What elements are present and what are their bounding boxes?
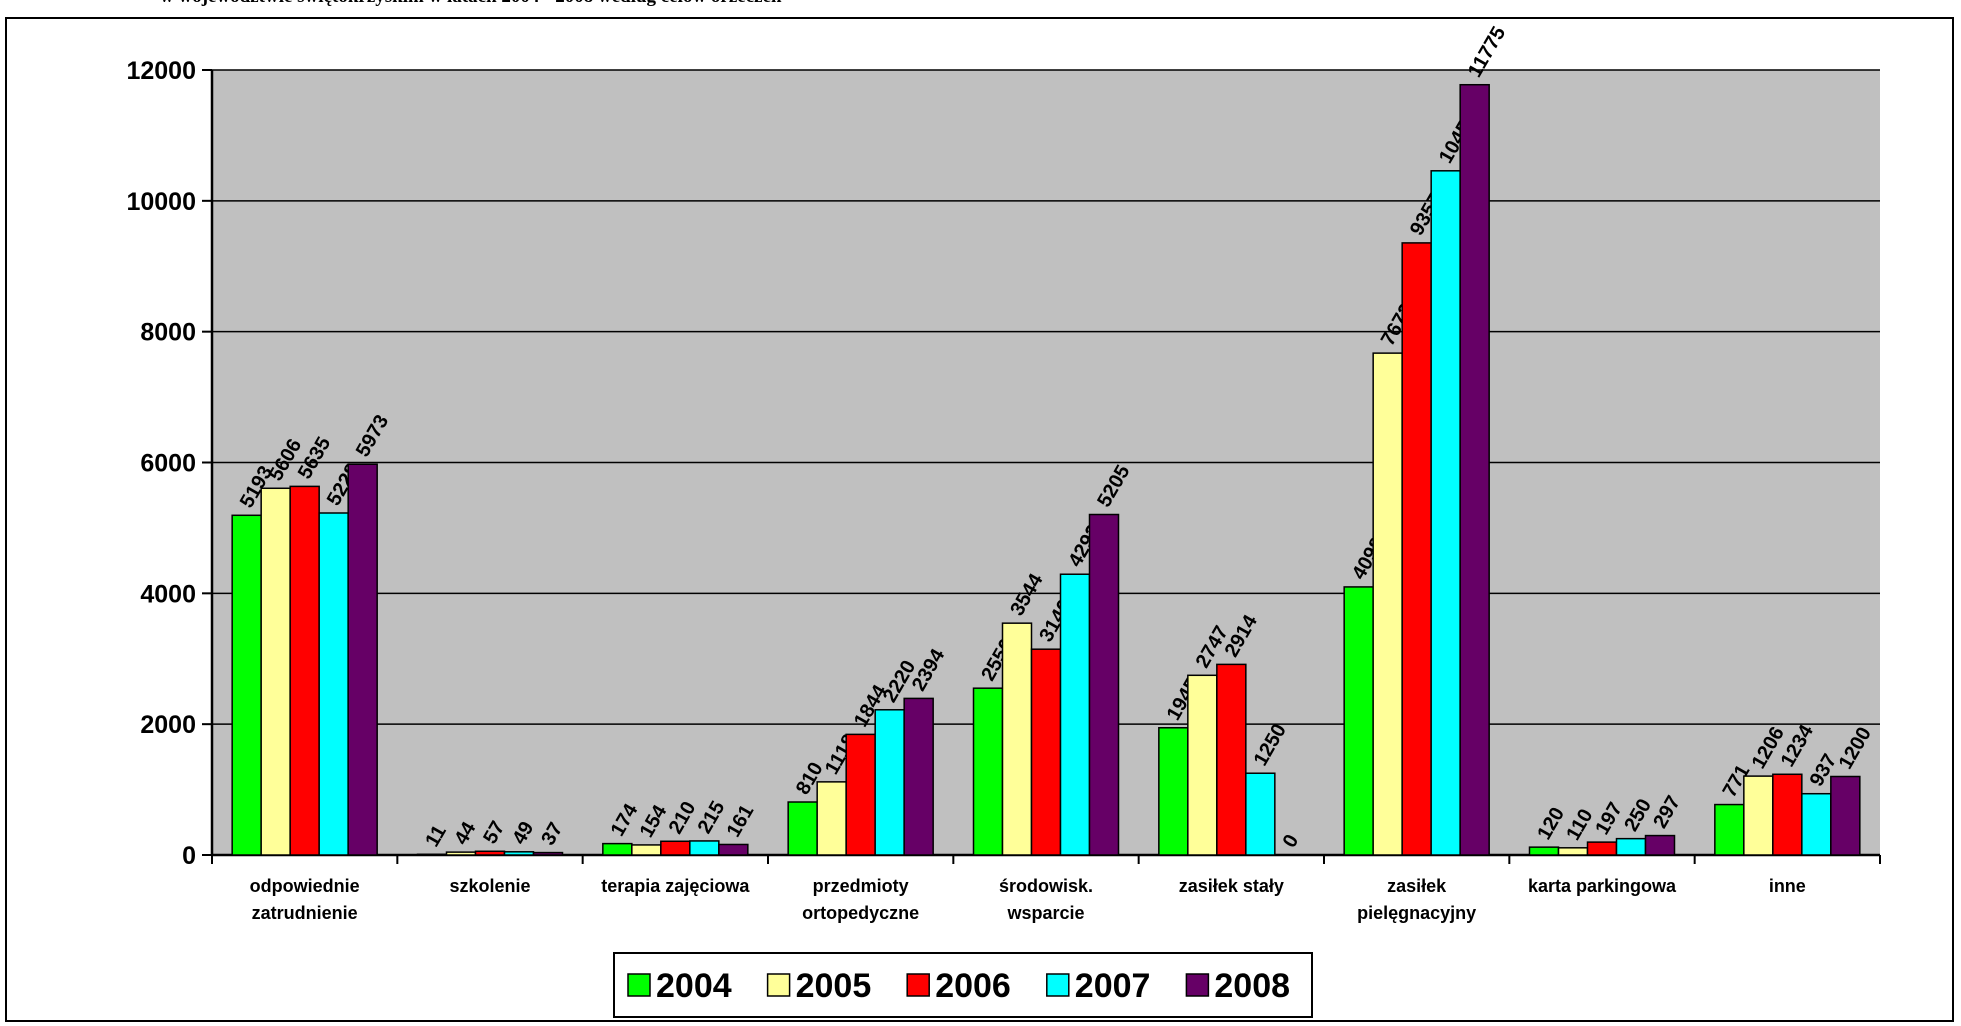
bar: [231, 514, 262, 856]
bar: [1586, 841, 1618, 856]
bar: [532, 851, 564, 856]
bar: [1772, 773, 1803, 856]
category-label: inne: [1769, 876, 1806, 896]
category-label: karta parkingowa: [1528, 876, 1677, 896]
bar: [1830, 775, 1861, 856]
legend-label: 2005: [796, 967, 872, 1005]
bar: [874, 709, 905, 856]
category-label: środowisk.: [999, 876, 1093, 896]
bar: [602, 842, 633, 856]
bar: [1158, 727, 1189, 856]
y-tick-label: 0: [182, 842, 196, 870]
page-title: w województwie świętokrzyskim w latach 2…: [160, 0, 782, 8]
bar: [289, 485, 320, 856]
bar: [816, 781, 847, 856]
bar: [445, 851, 477, 856]
bar: [689, 840, 720, 856]
y-tick-label: 6000: [140, 450, 196, 478]
bar: [1088, 513, 1120, 856]
category-label: zasiłek stały: [1179, 876, 1284, 896]
legend-label: 2004: [656, 967, 732, 1005]
bar: [416, 853, 448, 856]
bar: [845, 733, 876, 856]
legend-swatch: [766, 973, 791, 997]
bar: [1644, 834, 1676, 856]
category-label: ortopedyczne: [802, 903, 919, 923]
bar: [1001, 622, 1033, 856]
legend-swatch: [1185, 973, 1210, 997]
category-label: zatrudnienie: [252, 903, 358, 923]
legend-label: 2006: [935, 967, 1011, 1005]
bar: [1059, 573, 1091, 856]
bar: [1801, 792, 1832, 856]
bar: [903, 697, 934, 856]
bar: [660, 840, 691, 856]
bar: [631, 844, 662, 856]
legend-label: 2007: [1075, 967, 1151, 1005]
category-label: przedmioty: [813, 876, 909, 896]
category-label: szkolenie: [449, 876, 530, 896]
bar: [474, 850, 506, 856]
category-label: pielęgnacyjny: [1357, 903, 1476, 923]
bar: [1528, 846, 1560, 856]
legend-swatch: [1046, 973, 1070, 997]
bar: [1615, 837, 1647, 856]
legend-label: 2008: [1214, 967, 1290, 1005]
bar: [347, 463, 378, 856]
bar: [1714, 803, 1745, 856]
bar: [1343, 586, 1374, 856]
y-tick-label: 10000: [126, 188, 196, 216]
bar: [1372, 352, 1403, 856]
bar: [1245, 772, 1276, 856]
category-label: wsparcie: [1006, 903, 1084, 923]
bar: [503, 851, 535, 856]
bar: [718, 843, 749, 856]
y-tick-label: 12000: [126, 57, 196, 85]
category-label: terapia zajęciowa: [601, 876, 750, 896]
bar: [1743, 775, 1774, 856]
bar: [260, 487, 291, 856]
bar: [1030, 648, 1062, 856]
category-label: odpowiednie: [250, 876, 360, 896]
legend-swatch: [627, 973, 651, 997]
y-tick-label: 8000: [140, 319, 196, 347]
bar: [787, 801, 818, 856]
category-label: zasiłek: [1387, 876, 1447, 896]
bar: [1187, 674, 1218, 856]
y-tick-label: 4000: [140, 580, 196, 608]
bar: [1459, 83, 1490, 856]
legend-swatch: [906, 973, 930, 997]
bar: [1430, 170, 1461, 856]
bar: [1557, 847, 1589, 856]
bar: [1216, 663, 1247, 856]
bar: [972, 687, 1004, 856]
bar: [318, 512, 349, 856]
bar: [1401, 242, 1432, 856]
y-tick-label: 2000: [140, 711, 196, 739]
